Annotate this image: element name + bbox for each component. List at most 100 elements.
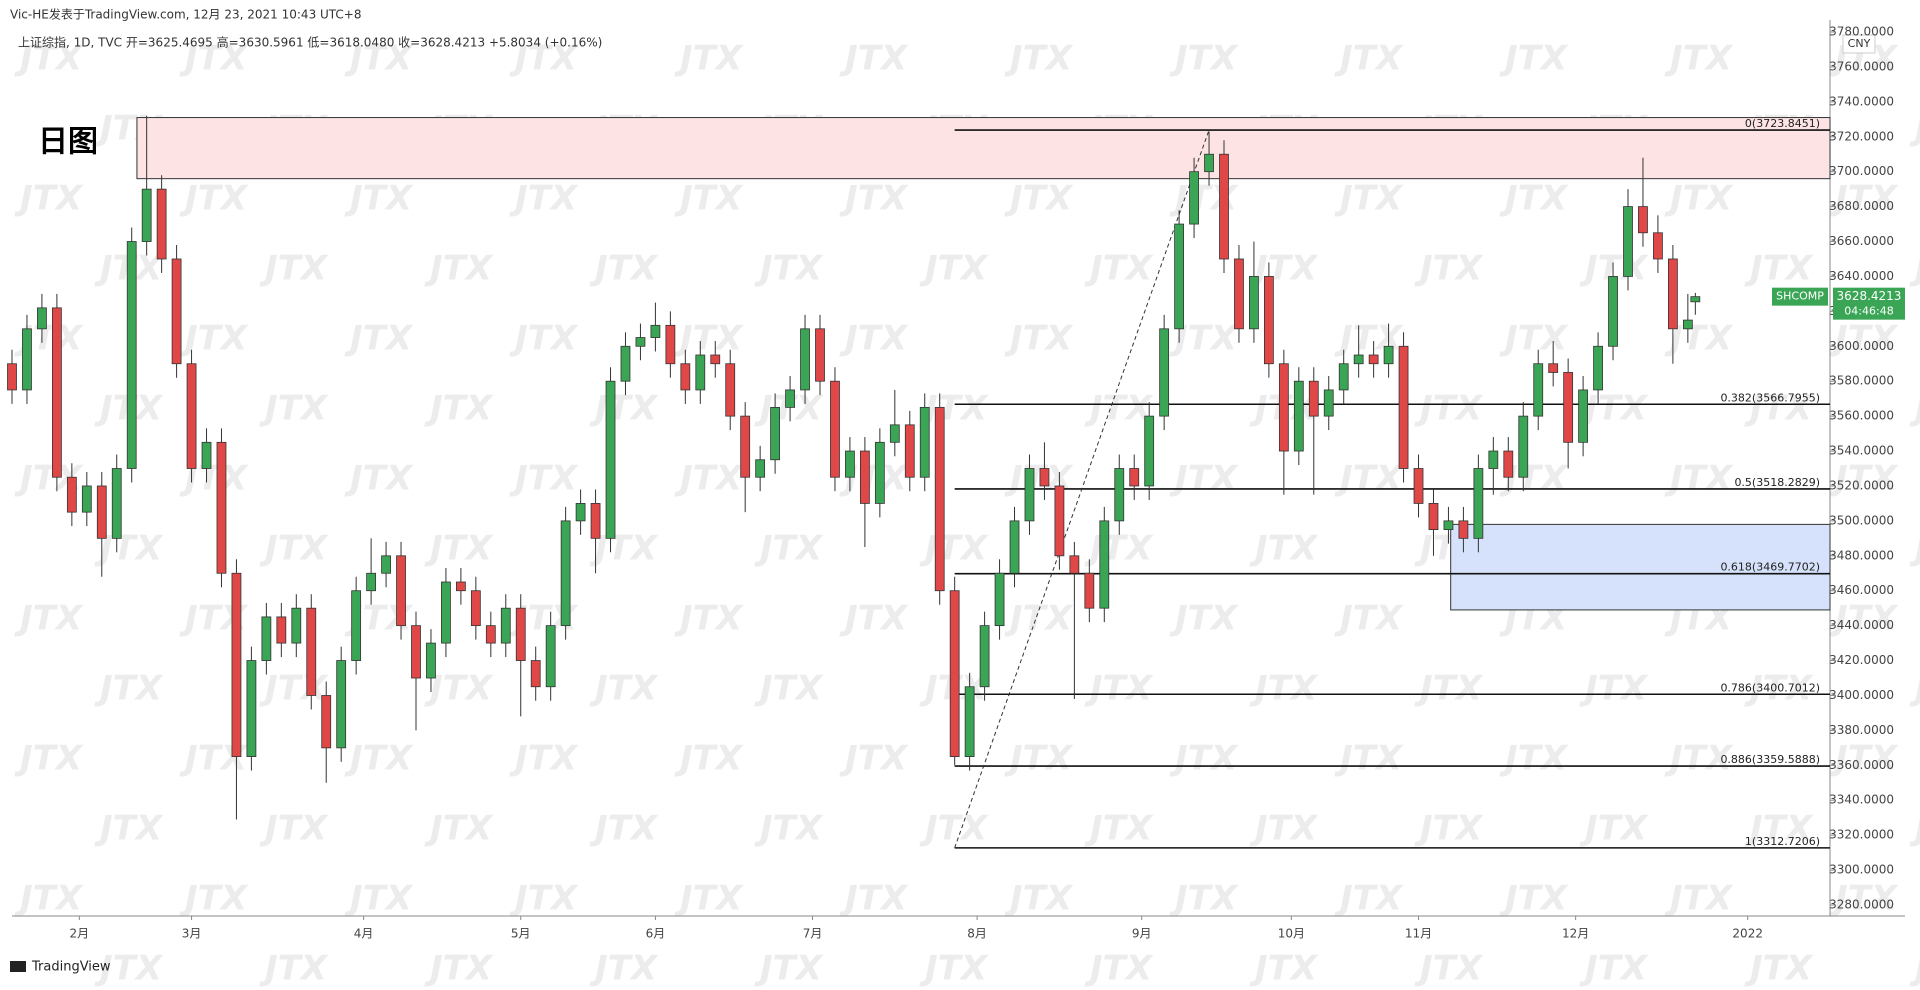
candle-body (291, 607, 302, 644)
candle-body (201, 441, 212, 469)
watermark: JTX (754, 809, 824, 849)
candle-body (680, 363, 691, 391)
candle-body (141, 188, 152, 242)
watermark: JTX (179, 319, 249, 359)
watermark: JTX (1499, 319, 1569, 359)
y-tick-label: 3600.0000 (1829, 339, 1894, 353)
watermark: JTX (1744, 249, 1814, 289)
x-tick-label: 3月 (182, 927, 202, 941)
candle-body (426, 642, 436, 679)
y-tick-label: 3460.0000 (1829, 583, 1894, 597)
watermark: JTX (1004, 39, 1074, 79)
watermark: JTX (259, 529, 329, 569)
watermark: JTX (14, 879, 84, 919)
candle-body (1428, 503, 1439, 531)
x-tick-label: 9月 (1132, 927, 1152, 941)
watermark: JTX (14, 599, 84, 639)
candle-body (246, 660, 257, 757)
watermark: JTX (1909, 109, 1920, 149)
watermark: JTX (1744, 669, 1814, 709)
watermark: JTX (754, 249, 824, 289)
watermark: JTX (1414, 949, 1484, 989)
x-tick-label: 8月 (967, 927, 987, 941)
candle-body (455, 581, 466, 592)
watermark: JTX (1499, 879, 1569, 919)
candle-body (830, 380, 840, 478)
watermark: JTX (1084, 389, 1154, 429)
watermark: JTX (1499, 179, 1569, 219)
candle-body (1009, 520, 1020, 574)
candle-body (740, 415, 751, 478)
candle-body (1563, 372, 1574, 443)
y-tick-label: 3660.0000 (1829, 234, 1894, 248)
candle-body (1533, 363, 1544, 417)
watermark: JTX (1004, 599, 1074, 639)
watermark: JTX (589, 949, 659, 989)
candle-body (994, 572, 1005, 627)
watermark: JTX (1909, 529, 1920, 569)
candle-body (1293, 380, 1304, 452)
candle-body (1383, 345, 1394, 365)
y-tick-label: 3480.0000 (1829, 548, 1894, 562)
watermark: JTX (919, 529, 989, 569)
candle-body (276, 616, 287, 644)
candle-body (261, 616, 272, 661)
x-tick-label: 10月 (1278, 927, 1305, 941)
candle-body (1308, 380, 1319, 417)
watermark: JTX (424, 809, 494, 849)
candle-body (1144, 415, 1155, 487)
fib-label: 0.786(3400.7012) (1720, 681, 1820, 694)
candle-body (1608, 276, 1618, 347)
candle-body (545, 625, 556, 688)
x-tick-label: 12月 (1562, 927, 1589, 941)
candle-body (1443, 520, 1454, 531)
candle-body (171, 258, 182, 365)
candle-body (1458, 520, 1469, 539)
candle-body (485, 625, 496, 644)
candle-body (1413, 468, 1424, 504)
watermark: JTX (1169, 39, 1239, 79)
watermark: JTX (1169, 739, 1239, 779)
y-tick-label: 3680.0000 (1829, 199, 1894, 213)
watermark: JTX (674, 879, 744, 919)
trendline (954, 129, 1210, 849)
watermark: JTX (94, 669, 164, 709)
candle-body (964, 686, 975, 757)
candle-body (441, 581, 451, 644)
watermark: JTX (589, 389, 659, 429)
zone (1450, 523, 1831, 611)
y-tick-label: 3720.0000 (1829, 129, 1894, 143)
watermark: JTX (424, 389, 494, 429)
watermark: JTX (1084, 669, 1154, 709)
watermark: JTX (1579, 949, 1649, 989)
candle-body (1084, 572, 1095, 609)
candle-body (186, 363, 197, 469)
candle-body (904, 424, 915, 478)
watermark: JTX (589, 529, 659, 569)
candle-body (1593, 345, 1603, 391)
candle-body (620, 345, 631, 382)
watermark: JTX (1829, 879, 1899, 919)
candle-body (725, 363, 736, 417)
candle-body (800, 328, 810, 391)
fib-label: 0.618(3469.7702) (1720, 561, 1820, 574)
candle-body (1234, 258, 1244, 330)
watermark: JTX (1004, 319, 1074, 359)
watermark: JTX (1829, 319, 1899, 359)
price-tag (1833, 287, 1905, 320)
watermark: JTX (589, 249, 659, 289)
watermark: JTX (839, 39, 909, 79)
candle-body (306, 607, 317, 696)
candle-body (949, 590, 960, 757)
candle-body (1518, 415, 1529, 478)
watermark: JTX (1004, 179, 1074, 219)
y-tick-label: 3560.0000 (1829, 409, 1894, 423)
watermark: JTX (1829, 459, 1899, 499)
candle-body (1488, 450, 1499, 469)
watermark: JTX (919, 809, 989, 849)
candle-body (336, 660, 347, 749)
candle-body (37, 307, 47, 330)
watermark: JTX (1249, 529, 1319, 569)
watermark: JTX (839, 599, 909, 639)
watermark: JTX (589, 669, 659, 709)
